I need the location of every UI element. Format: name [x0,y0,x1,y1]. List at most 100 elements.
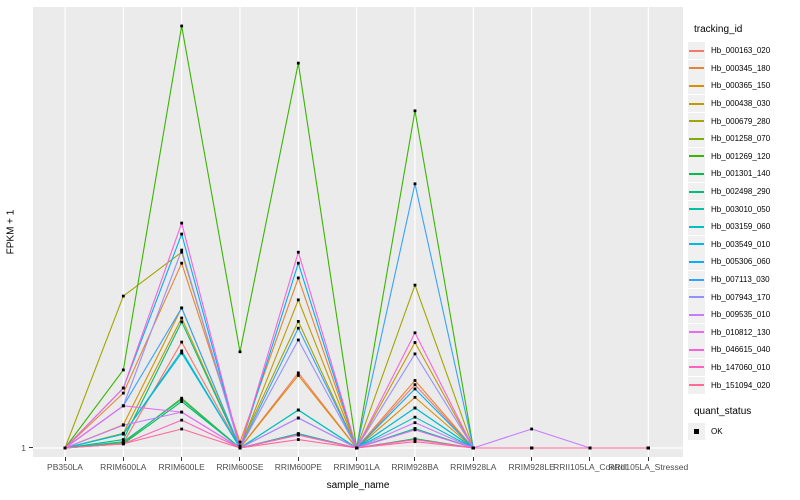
legend-key-line [688,218,705,236]
legend-item-label: Hb_003549_010 [711,239,771,249]
legend-item: Hb_000365_150 [688,77,800,95]
legend-key-line [688,306,705,324]
x-tick-label: RRII105LA_Control [553,462,627,472]
quant-ok-point [296,320,300,323]
series-color-line-icon [689,278,704,281]
legend-item: Hb_001269_120 [688,147,800,166]
quant-ok-point [63,446,67,450]
legend-key-line [688,200,705,218]
x-tick-label: PB350LA [47,462,83,472]
quant-ok-point [413,383,417,387]
quant-ok-point [238,350,242,354]
legend-key-line [688,130,705,148]
plot-panel [33,7,683,457]
legend-item-label: Hb_001258_070 [711,134,771,144]
legend-item: Hb_000163_020 [688,42,800,60]
quant-ok-point [296,371,300,375]
legend-item-label: Hb_005306_060 [711,257,771,267]
quant-ok-point [296,433,300,437]
quant-ok-point [121,432,125,436]
quant-ok-point [355,446,359,450]
quant-ok-point [180,316,184,320]
series-color-line-icon [689,384,704,387]
legend-item: Hb_001301_140 [688,165,800,183]
series-color-line-icon [689,225,704,228]
quant-ok-point [413,352,417,356]
legend-item: Hb_000438_030 [688,95,800,113]
legend-item-label: Hb_010812_130 [711,327,771,337]
legend-item-label: Hb_000365_150 [711,81,771,91]
series-color-line-icon [689,102,704,105]
legend-key-line [688,59,705,77]
series-color-line-icon [689,366,704,369]
quant-ok-point [180,410,184,414]
quant-ok-point [296,326,300,330]
quant-ok-point [296,298,300,302]
legend-key-line [688,271,705,289]
legend-key-line [688,323,705,341]
quant-ok-point [413,379,417,382]
legend-item-label: Hb_000163_020 [711,46,771,56]
legend-item-label: Hb_003010_050 [711,204,771,214]
x-tick-mark [239,457,241,461]
quant-ok-point [180,306,184,310]
y-tick-mark [29,447,33,448]
legend-item: Hb_003159_060 [688,218,800,236]
x-tick-mark [589,457,591,461]
x-tick-mark [356,457,358,461]
x-tick-label: RRIM928BA [391,462,439,472]
quant-ok-point [180,340,184,344]
ok-point-key [688,423,705,441]
x-tick-mark [181,457,183,461]
legend-key-line [688,288,705,306]
legend-item: Hb_000679_280 [688,112,800,130]
quant-ok-point [180,400,184,403]
quant-ok-point [238,440,242,444]
x-tick-mark [647,457,649,461]
quant-ok-point [180,427,184,431]
x-tick-mark [122,457,124,461]
legend-item: Hb_003010_050 [688,200,800,218]
quant-ok-point [296,374,300,377]
quant-ok-point [296,61,300,65]
series-color-line-icon [689,331,704,334]
quant-ok-point [180,248,184,252]
x-tick-label: RRIM901LA [333,462,380,472]
quant-ok-point [121,391,125,395]
x-tick-mark [414,457,416,461]
series-color-line-icon [689,208,704,211]
quant-ok-point [413,395,417,399]
quant-ok-point [121,404,125,408]
quant-ok-point [413,438,417,441]
quant-ok-point [180,24,184,28]
legend-item-label: Hb_001301_140 [711,169,771,179]
legend-key-line [688,95,705,113]
legend-item-label: Hb_003159_060 [711,222,771,232]
series-color-line-icon [689,84,704,87]
series-color-line-icon [689,155,704,158]
legend-item-label: Hb_002498_290 [711,187,771,197]
quant-ok-point [180,398,184,401]
quant-ok-point [646,446,650,450]
series-color-line-icon [689,296,704,299]
legend-item: Hb_003549_010 [688,235,800,254]
quant-ok-point [296,416,300,420]
quant-ok-point [413,421,417,425]
legend-item-label: Hb_147060_010 [711,362,771,372]
x-tick-mark [531,457,533,461]
legend-key-line [688,341,705,359]
legend-item-label: Hb_000438_030 [711,99,771,109]
legend-item-ok: OK [688,423,800,441]
quant-ok-point [180,351,184,355]
y-tick-label: 1 [21,443,26,453]
legend-title-quant-status: quant_status [694,405,752,417]
quant-ok-point [471,446,475,450]
quant-ok-point [121,442,125,446]
legend-key-line [688,376,705,394]
x-axis-title: sample_name [326,480,390,491]
quant-ok-point [121,386,125,390]
series-color-line-icon [689,190,704,193]
legend-items: Hb_000163_020 Hb_000345_180 Hb_000365_150 H… [688,42,800,394]
x-tick-label: RRIM928LA [450,462,497,472]
